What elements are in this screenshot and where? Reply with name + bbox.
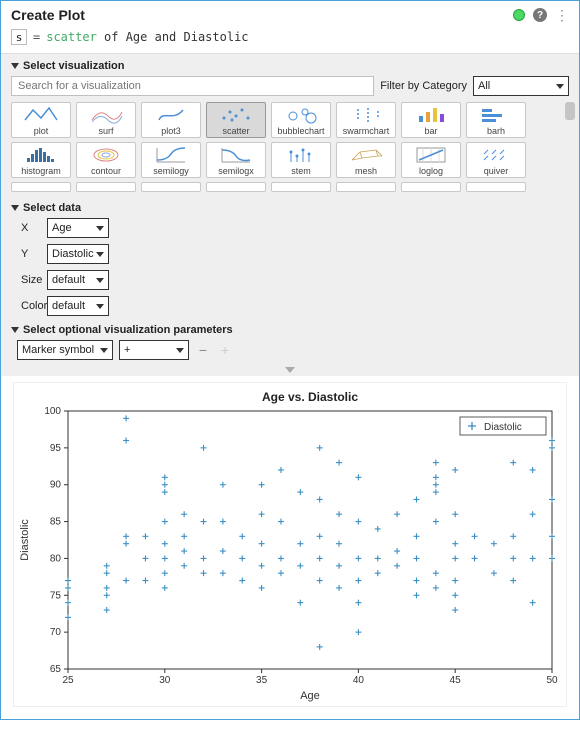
- svg-text:50: 50: [546, 675, 558, 686]
- status-indicator-icon: [513, 9, 525, 21]
- formula-rest: of Age and Diastolic: [97, 30, 249, 44]
- svg-text:90: 90: [50, 480, 62, 491]
- svg-text:85: 85: [50, 517, 62, 528]
- create-plot-panel: Create Plot ? ⋮ s = scatter of Age and D…: [0, 0, 580, 720]
- help-icon[interactable]: ?: [533, 8, 547, 22]
- gallery-item-semilogx[interactable]: semilogx: [206, 142, 266, 178]
- svg-text:70: 70: [50, 627, 62, 638]
- gallery-item-loglog[interactable]: loglog: [401, 142, 461, 178]
- svg-text:35: 35: [256, 675, 268, 686]
- gallery-item-contour[interactable]: contour: [76, 142, 136, 178]
- param-name-select[interactable]: Marker symbol: [17, 340, 113, 360]
- data-label-y: Y: [11, 248, 47, 260]
- header: Create Plot ? ⋮: [1, 1, 579, 27]
- panel-divider[interactable]: [1, 364, 579, 376]
- gallery-item-scatter[interactable]: scatter: [206, 102, 266, 138]
- plot-thumb-icon: [12, 104, 70, 126]
- gallery-item-plot[interactable]: plot: [11, 102, 71, 138]
- param-value-select[interactable]: +: [119, 340, 189, 360]
- add-param-button[interactable]: +: [217, 342, 233, 358]
- gallery-item-histogram[interactable]: histogram: [11, 142, 71, 178]
- gallery-item-barh[interactable]: barh: [466, 102, 526, 138]
- svg-text:30: 30: [159, 675, 171, 686]
- gallery-item-mesh[interactable]: mesh: [336, 142, 396, 178]
- barh-thumb-icon: [467, 104, 525, 126]
- histogram-thumb-icon: [12, 144, 70, 166]
- data-select-color[interactable]: default: [47, 296, 109, 316]
- svg-text:Age: Age: [300, 690, 320, 702]
- swarmchart-thumb-icon: [337, 104, 395, 126]
- bar-thumb-icon: [402, 104, 460, 126]
- gallery-item-plot3[interactable]: plot3: [141, 102, 201, 138]
- plot3-thumb-icon: [142, 104, 200, 126]
- svg-text:75: 75: [50, 590, 62, 601]
- svg-text:Diastolic: Diastolic: [19, 519, 31, 561]
- header-icons: ? ⋮: [513, 8, 569, 22]
- data-select-y[interactable]: Diastolic: [47, 244, 109, 264]
- bubblechart-thumb-icon: [272, 104, 330, 126]
- collapse-icon: [11, 327, 19, 333]
- visualization-gallery: plotsurfplot3scatterbubblechartswarmchar…: [11, 102, 569, 192]
- svg-text:Diastolic: Diastolic: [484, 422, 522, 433]
- remove-param-button[interactable]: −: [195, 342, 211, 358]
- filter-label: Filter by Category: [380, 80, 467, 92]
- semilogy-thumb-icon: [142, 144, 200, 166]
- svg-text:80: 80: [50, 553, 62, 564]
- scatter-chart: 25 30 35 40 45 50 65 70 75 80 85 90 95 100 Age vs. Dia…: [14, 383, 566, 703]
- gallery-item-surf[interactable]: surf: [76, 102, 136, 138]
- filter-category-select[interactable]: All: [473, 76, 569, 96]
- svg-text:45: 45: [450, 675, 462, 686]
- select-optional-header[interactable]: Select optional visualization parameters: [11, 324, 569, 336]
- gallery-item-swarmchart[interactable]: swarmchart: [336, 102, 396, 138]
- mesh-thumb-icon: [337, 144, 395, 166]
- contour-thumb-icon: [77, 144, 135, 166]
- quiver-thumb-icon: [467, 144, 525, 166]
- visualization-search-input[interactable]: [11, 76, 374, 96]
- variable-box[interactable]: s: [11, 29, 27, 45]
- svg-text:95: 95: [50, 443, 62, 454]
- data-label-x: X: [11, 222, 47, 234]
- loglog-thumb-icon: [402, 144, 460, 166]
- gallery-item-semilogy[interactable]: semilogy: [141, 142, 201, 178]
- gallery-item-bar[interactable]: bar: [401, 102, 461, 138]
- svg-text:25: 25: [62, 675, 74, 686]
- gallery-item-bubblechart[interactable]: bubblechart: [271, 102, 331, 138]
- chart-area: 25 30 35 40 45 50 65 70 75 80 85 90 95 100 Age vs. Dia…: [1, 376, 579, 719]
- gallery-scrollbar[interactable]: [565, 102, 575, 192]
- configuration-area: Select visualization Filter by Category …: [1, 53, 579, 364]
- data-label-size: Size: [11, 274, 47, 286]
- collapse-icon: [11, 63, 19, 69]
- chevron-down-icon: [285, 367, 295, 373]
- collapse-icon: [11, 205, 19, 211]
- equals-sign: =: [33, 30, 40, 44]
- svg-text:65: 65: [50, 664, 62, 675]
- select-data-header[interactable]: Select data: [11, 202, 569, 214]
- data-select-size[interactable]: default: [47, 270, 109, 290]
- kebab-menu-icon[interactable]: ⋮: [555, 8, 569, 22]
- svg-text:40: 40: [353, 675, 365, 686]
- stem-thumb-icon: [272, 144, 330, 166]
- scatter-thumb-icon: [207, 104, 265, 126]
- formula-function: scatter: [46, 30, 97, 44]
- formula-row: s = scatter of Age and Diastolic: [1, 27, 579, 53]
- data-select-x[interactable]: Age: [47, 218, 109, 238]
- select-visualization-header[interactable]: Select visualization: [11, 60, 569, 72]
- gallery-item-quiver[interactable]: quiver: [466, 142, 526, 178]
- svg-text:Age vs. Diastolic: Age vs. Diastolic: [262, 390, 358, 404]
- semilogx-thumb-icon: [207, 144, 265, 166]
- gallery-item-stem[interactable]: stem: [271, 142, 331, 178]
- data-label-color: Color: [11, 300, 47, 312]
- header-title: Create Plot: [11, 7, 513, 23]
- surf-thumb-icon: [77, 104, 135, 126]
- chevron-down-icon: [556, 84, 564, 89]
- svg-text:100: 100: [44, 406, 61, 417]
